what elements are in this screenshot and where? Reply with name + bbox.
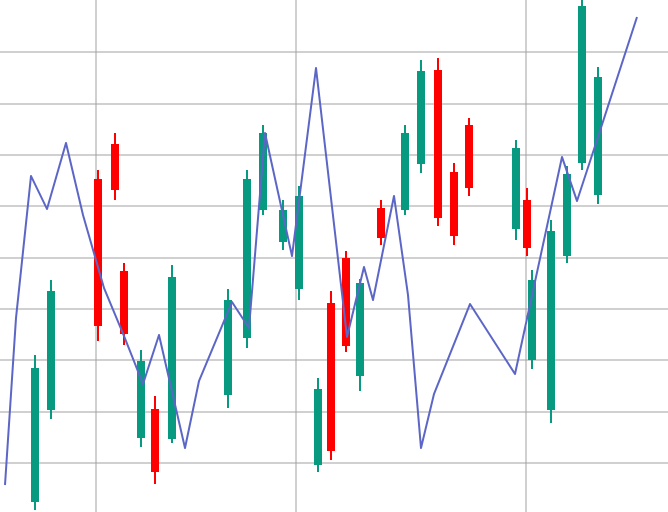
candle-body [512, 148, 520, 229]
candle-body [243, 179, 251, 338]
candle-body [578, 6, 586, 163]
line-series [4, 16, 638, 486]
candle-body [342, 258, 350, 346]
candle-body [259, 133, 267, 210]
candle-body [417, 71, 425, 164]
candle-body [450, 172, 458, 236]
candle-body [465, 125, 473, 188]
candle-body [111, 144, 119, 190]
candle-body [327, 303, 335, 451]
candle-body [356, 283, 364, 376]
candle-body [377, 208, 385, 238]
candle-body [434, 70, 442, 218]
candle-body [547, 231, 555, 410]
candle-body [401, 133, 409, 210]
candle-body [224, 300, 232, 395]
candle-body [314, 389, 322, 465]
candle-body [523, 200, 531, 248]
candle-body [151, 409, 159, 472]
candle-body [137, 361, 145, 438]
candle-body [168, 277, 176, 439]
candle-body [94, 179, 102, 326]
candle-body [528, 280, 536, 360]
candle-body [47, 291, 55, 410]
candle-body [295, 196, 303, 289]
candle-body [31, 368, 39, 502]
candle-body [279, 210, 287, 242]
candle-body [563, 174, 571, 256]
candle-body [120, 271, 128, 334]
